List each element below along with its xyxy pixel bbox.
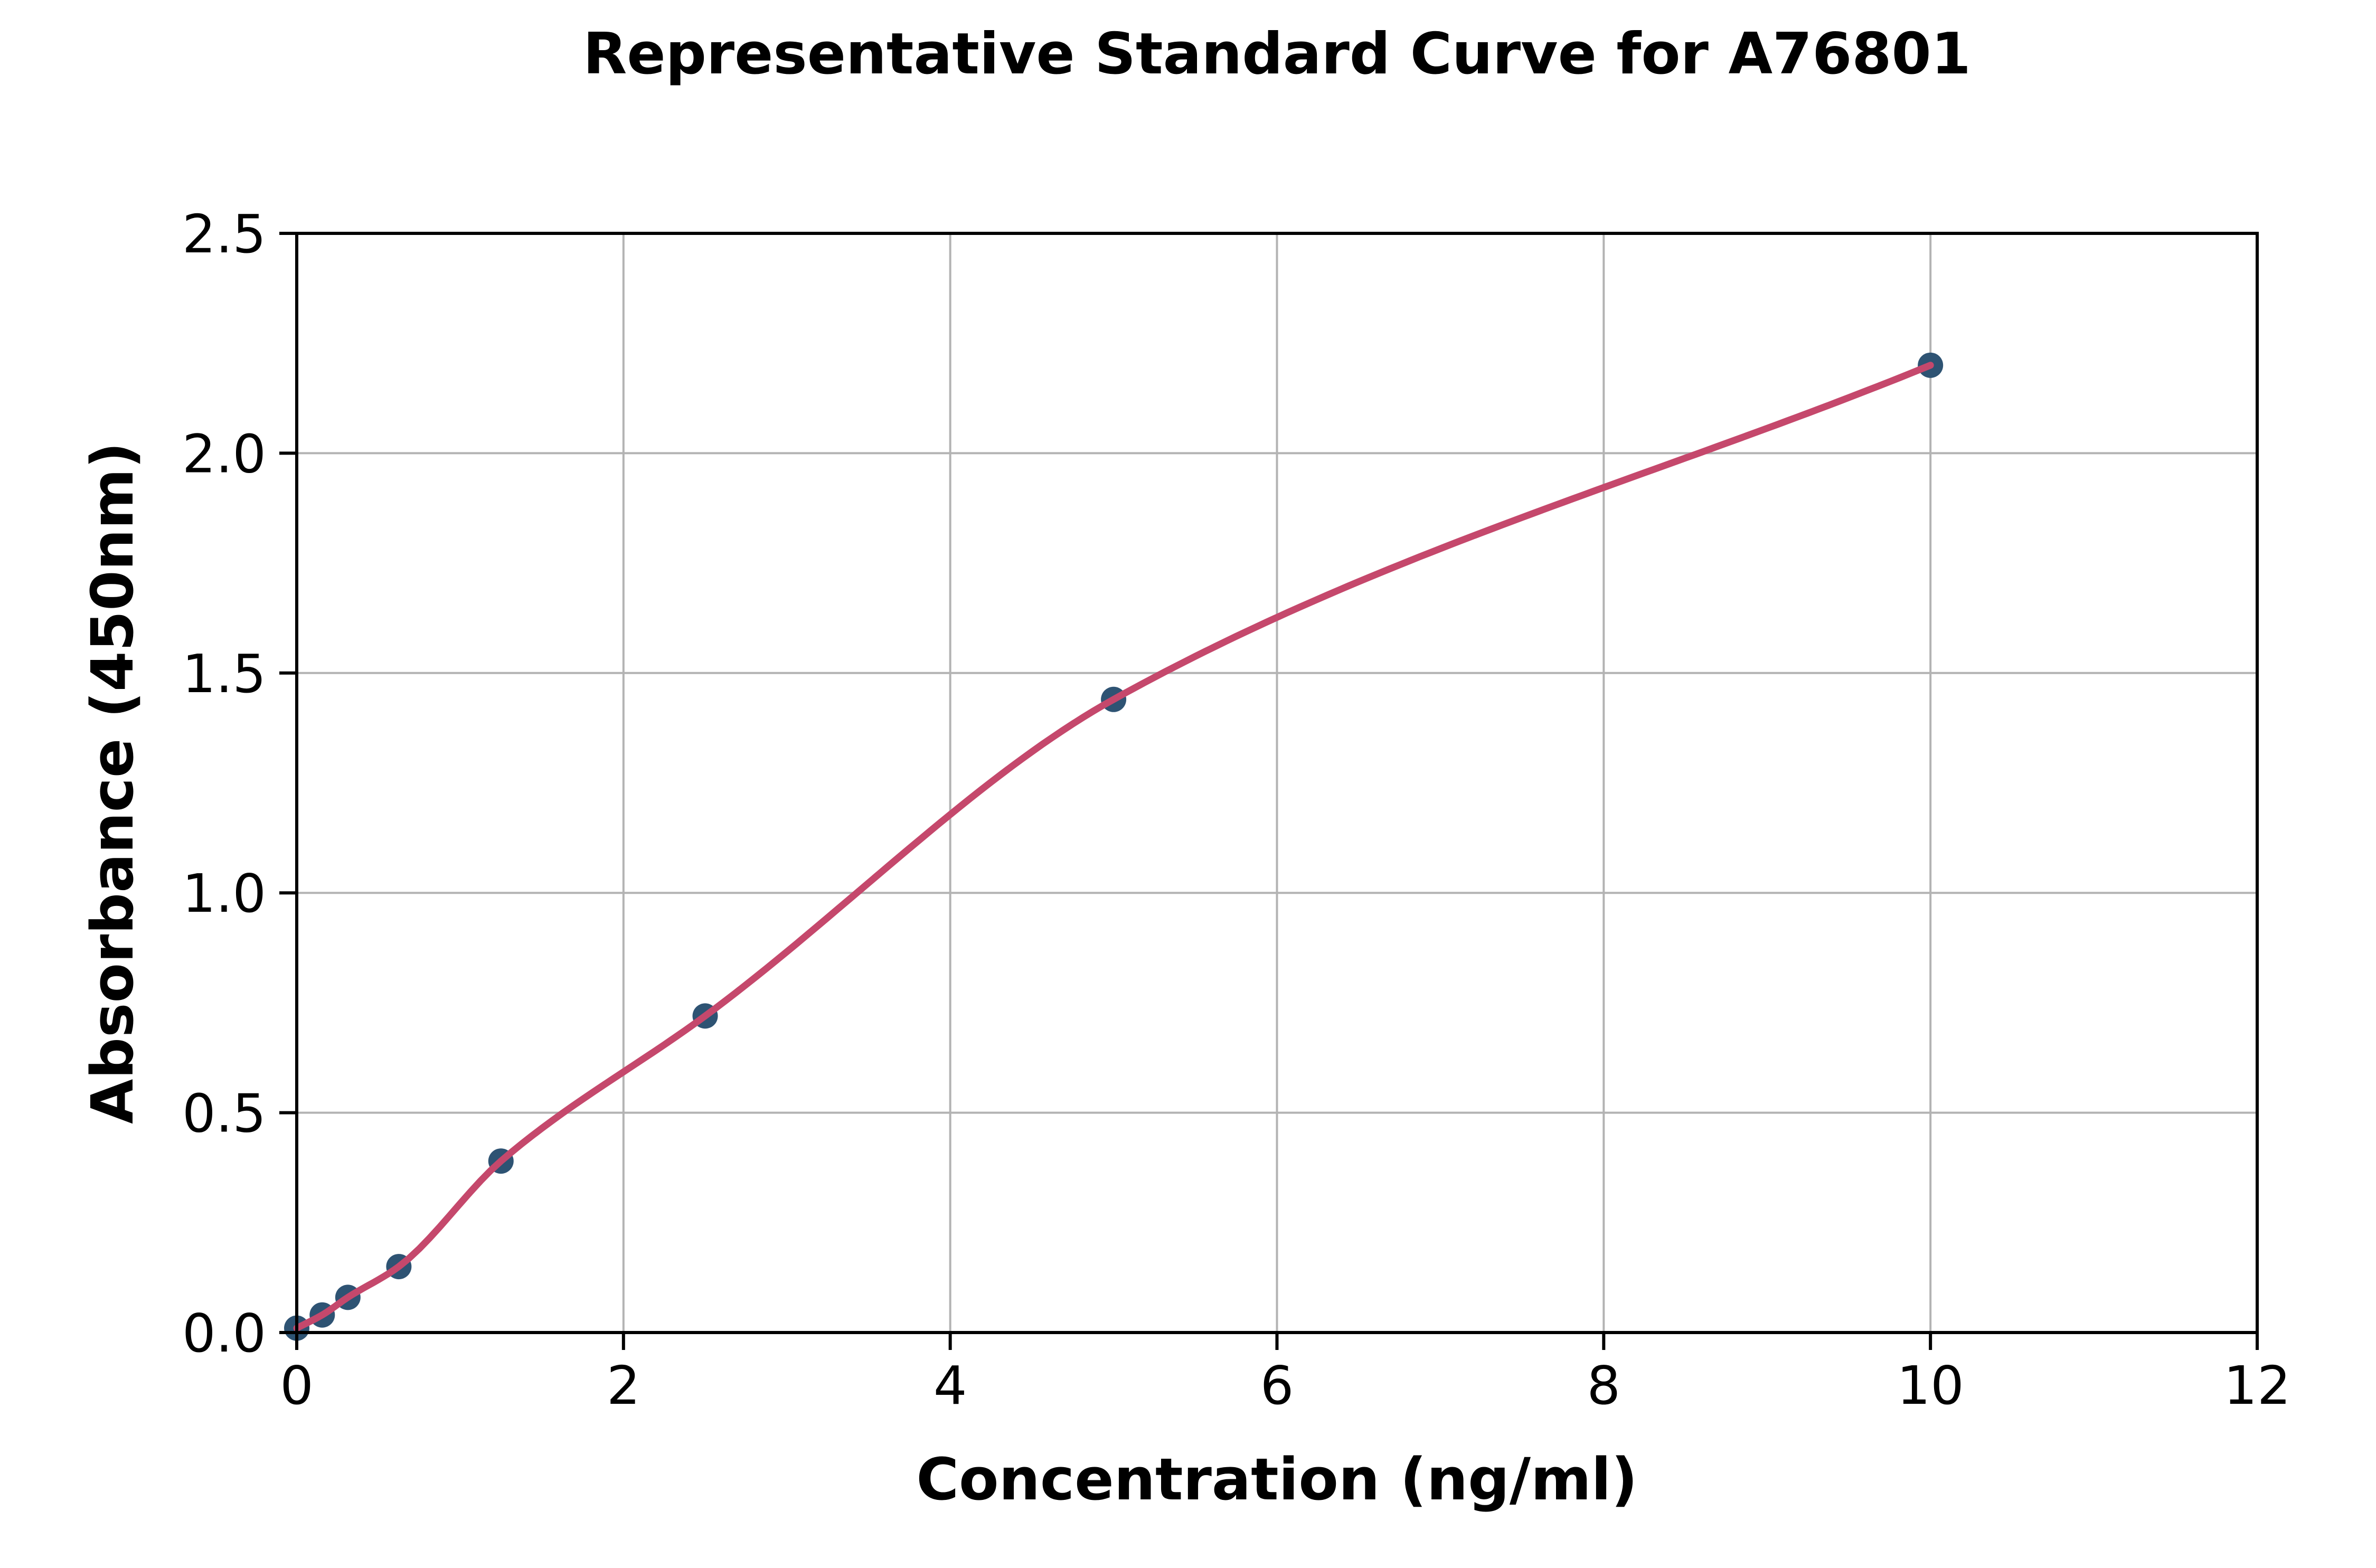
y-tick-label: 1.5 [182,643,266,705]
y-tick-label: 2.0 [182,423,266,485]
y-tick-label: 0.5 [182,1083,266,1145]
chart-title: Representative Standard Curve for A76801 [583,21,1971,87]
y-tick-label: 0.0 [182,1302,266,1364]
fit-curve [293,362,1934,1332]
y-tick-label: 2.5 [182,203,266,265]
plot-frame [295,232,2259,1334]
x-tick-label: 10 [1897,1355,1964,1416]
x-tick-label: 0 [280,1355,314,1416]
x-tick-label: 2 [607,1355,640,1416]
x-tick-label: 6 [1260,1355,1294,1416]
x-tick-label: 12 [2223,1355,2290,1416]
x-tick-label: 4 [934,1355,967,1416]
x-axis-label: Concentration (ng/ml) [916,1446,1638,1513]
x-tick-label: 8 [1587,1355,1621,1416]
y-tick-label: 1.0 [182,863,266,924]
